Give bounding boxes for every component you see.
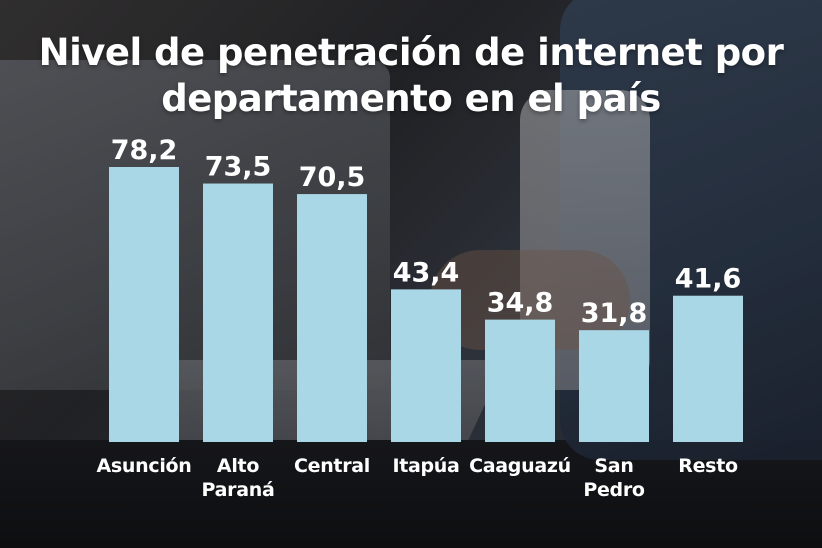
value-label-5: 31,8 (581, 298, 648, 329)
value-label-3: 43,4 (393, 257, 460, 288)
category-label-6: Resto (678, 455, 738, 477)
chart-title: Nivel de penetración de internet por dep… (38, 31, 784, 120)
category-label-5: San Pedro (583, 455, 645, 501)
bar-3 (391, 289, 461, 442)
bar-6 (673, 295, 743, 442)
value-label-0: 78,2 (111, 135, 178, 166)
value-label-6: 41,6 (675, 264, 742, 295)
category-label-0: Asunción (96, 455, 191, 477)
value-label-4: 34,8 (487, 288, 554, 319)
value-label-2: 70,5 (299, 162, 366, 193)
category-label-4: Caaguazú (469, 455, 571, 477)
value-label-1: 73,5 (205, 152, 272, 183)
category-label-3: Itapúa (392, 455, 459, 477)
bar-0 (109, 167, 179, 442)
category-label-1: Alto Paraná (202, 455, 275, 501)
bar-2 (297, 194, 367, 442)
bar-5 (579, 330, 649, 442)
bar-1 (203, 183, 273, 442)
category-label-2: Central (294, 455, 370, 477)
bar-4 (485, 319, 555, 442)
